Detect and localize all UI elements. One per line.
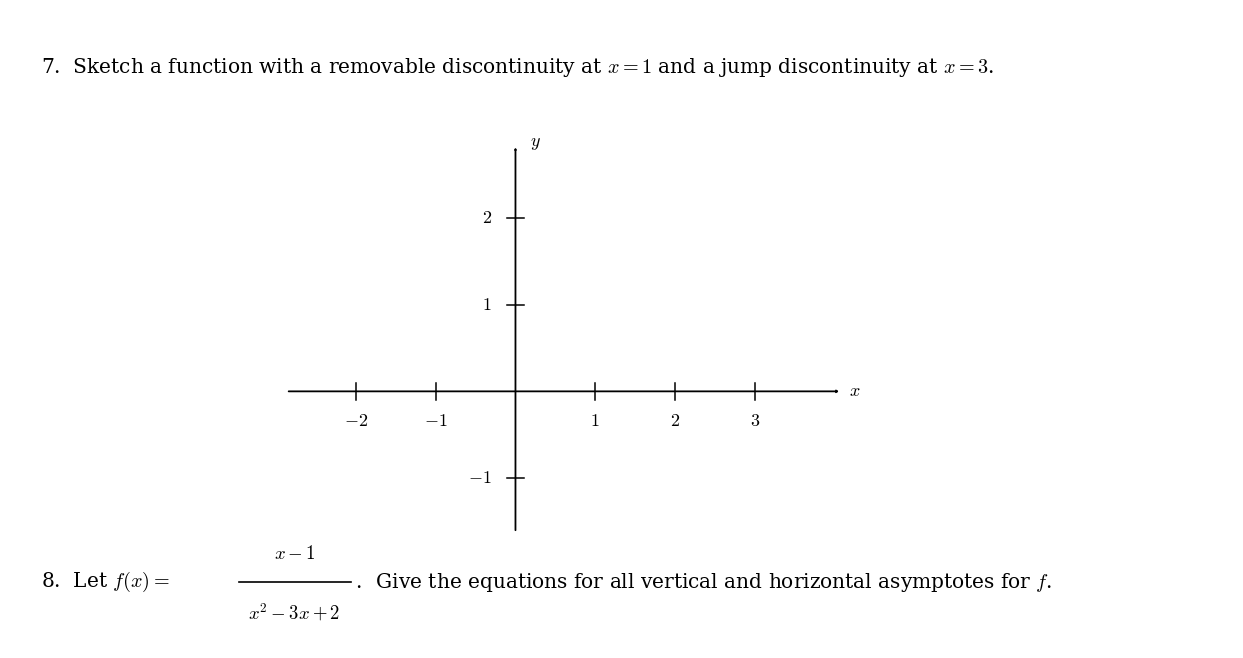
Text: $1$: $1$ [590,412,600,430]
Text: $x - 1$: $x - 1$ [273,545,316,563]
Text: $2$: $2$ [670,412,680,430]
Text: $1$: $1$ [482,296,492,314]
Text: 8.  Let $f(x) =$: 8. Let $f(x) =$ [41,570,170,594]
Text: $-1$: $-1$ [469,468,492,487]
Text: .: . [355,573,362,592]
Text: $2$: $2$ [482,209,492,228]
Text: $y$: $y$ [531,134,541,153]
Text: $-2$: $-2$ [344,412,368,430]
Text: $-1$: $-1$ [424,412,447,430]
Text: Give the equations for all vertical and horizontal asymptotes for $f$.: Give the equations for all vertical and … [363,571,1053,594]
Text: 7.  Sketch a function with a removable discontinuity at $x = 1$ and a jump disco: 7. Sketch a function with a removable di… [41,56,994,79]
Text: $x$: $x$ [849,382,860,400]
Text: $3$: $3$ [750,412,759,430]
Text: $x^2 - 3x + 2$: $x^2 - 3x + 2$ [249,602,341,624]
